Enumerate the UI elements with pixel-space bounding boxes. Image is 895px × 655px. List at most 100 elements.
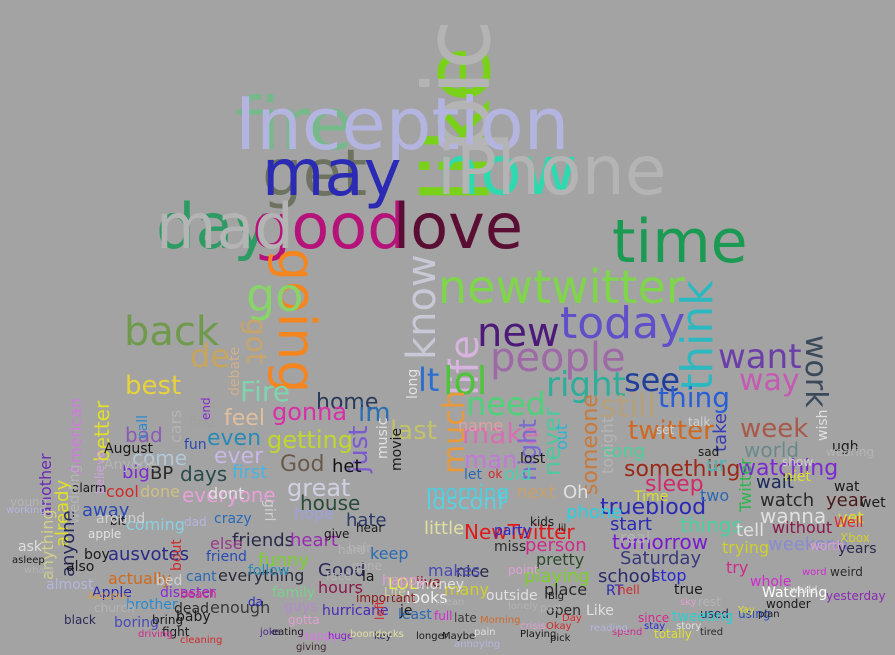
word-inception-272: Inception	[235, 82, 570, 166]
word-xbox-146: Xbox	[840, 531, 870, 545]
word-playing-201: Playing	[520, 629, 557, 640]
word-rt-132: RT	[606, 583, 624, 599]
word-american-153: American	[66, 398, 85, 475]
word-happy-226: happy	[382, 573, 426, 589]
word-need-27: need	[466, 385, 546, 423]
word-gone-221: gone	[352, 559, 382, 573]
word-face-220: face	[326, 569, 352, 583]
word-least-126: least	[398, 607, 432, 623]
word-end-168: end	[199, 397, 213, 420]
word-gonna-33: gonna	[272, 398, 348, 426]
word-longer-206: longer	[416, 631, 448, 642]
word-good-87: Good	[318, 560, 366, 581]
word-hard-225: hard	[338, 543, 366, 557]
word-crazy-216: crazy	[214, 511, 252, 527]
word-friend-116: friend	[206, 549, 247, 565]
word-ugh-242: ugh	[832, 439, 859, 455]
word-important-122: important	[356, 591, 416, 605]
word-hours-95: hours	[318, 578, 363, 597]
word-since-190: since	[638, 611, 670, 625]
word-fight-210: fight	[162, 625, 190, 639]
word-full-227: full	[434, 609, 453, 623]
word-bp-109: BP	[150, 463, 174, 484]
word-working-251: working	[6, 505, 46, 516]
word-morning-58: morning	[426, 480, 510, 504]
word-getting-49: getting	[267, 426, 353, 454]
word-out-179: out	[552, 424, 571, 451]
word-happy-123: Happy	[300, 629, 339, 643]
word-wanna-72: wanna	[760, 504, 827, 528]
word-whole-136: whole	[750, 574, 792, 590]
word-call-163: call	[135, 414, 151, 439]
word-joke-208: joke	[260, 627, 281, 638]
word-bed-258: bed	[156, 573, 183, 589]
word-trueblood-71: trueblood	[600, 495, 707, 520]
word-got-21: got	[240, 318, 273, 364]
word-set-182: set	[656, 423, 675, 437]
word-morning-204: Morning	[480, 615, 521, 626]
word-fire-31: Fire	[240, 375, 290, 408]
word-well-147: Well	[834, 515, 864, 531]
word-pain-203: pain	[474, 627, 496, 638]
word-tell-81: tell	[736, 520, 765, 541]
word-stop-134: stop	[652, 566, 687, 585]
word-huge-125: huge	[328, 631, 354, 642]
word-august-155: August	[104, 441, 153, 457]
word-key-207: key	[374, 631, 392, 642]
word-name-172: name	[458, 416, 504, 435]
word-long-171: long	[405, 368, 421, 399]
word-autumn-256: Autumn	[88, 591, 128, 602]
word-phone-178: phone	[566, 502, 623, 523]
word-great-56: great	[287, 474, 351, 502]
word-away-107: away	[82, 500, 130, 521]
word-song-61: song	[602, 441, 646, 462]
word-funny-76: funny	[258, 550, 310, 571]
word-saturday-78: Saturday	[620, 548, 702, 569]
word-movie-170: movie	[389, 427, 405, 471]
word-party-236: party	[494, 523, 531, 539]
word-let-174: let	[464, 467, 482, 483]
word-almost-160: almost	[46, 577, 94, 593]
word-im-35: im	[358, 398, 391, 428]
word-beach-261: beach	[180, 587, 217, 601]
word-twitter-43: twitter	[628, 416, 714, 446]
word-guys-119: guys	[284, 599, 318, 615]
word-hope-113: hope	[294, 504, 334, 523]
word-wait-63: wait	[756, 472, 794, 493]
word-dont-112: dont	[208, 484, 245, 503]
word-iphone-273: iPhone	[437, 132, 667, 211]
word-cool-110: cool	[106, 482, 139, 501]
word-coming-106: coming	[126, 515, 185, 534]
word-apple-255: apple	[88, 527, 122, 541]
word-house-67: house	[300, 491, 361, 515]
word-try-135: try	[726, 558, 749, 577]
word-bring-213: bring	[152, 613, 184, 627]
word-something-59: something	[624, 457, 741, 482]
word-weekend-138: weekend	[768, 534, 849, 555]
word-maybe-205: Maybe	[442, 631, 476, 642]
word-mad-275: mad	[156, 190, 294, 263]
word-keep-88: keep	[370, 544, 409, 563]
word-believe-257: believe	[93, 450, 107, 495]
word-yesterday-142: yesterday	[826, 589, 886, 603]
word-point-237: point	[508, 563, 539, 577]
word-first-53: first	[232, 462, 268, 483]
word-makes-94: makes	[428, 561, 481, 580]
word-la-229: la	[362, 569, 375, 585]
word-thing-26: thing	[658, 381, 731, 414]
word-day-264: Day	[562, 613, 582, 624]
word-miss-92: miss	[494, 539, 527, 555]
word-actually-104: actually	[108, 569, 172, 588]
word-okay-202: Okay	[546, 621, 572, 632]
word-school-86: school	[598, 566, 656, 587]
word-pick-200: pick	[550, 633, 571, 644]
word-twitter-187: Twitter	[736, 457, 755, 512]
word-trying-137: trying	[722, 538, 770, 557]
word-even-48: even	[207, 426, 262, 451]
word-worth-246: worth	[810, 539, 845, 553]
word-friends-74: friends	[232, 530, 295, 551]
word-stay-193: stay	[644, 621, 666, 632]
word-da-218: da	[248, 595, 263, 609]
word-boondocks-267: boondocks	[350, 629, 404, 640]
